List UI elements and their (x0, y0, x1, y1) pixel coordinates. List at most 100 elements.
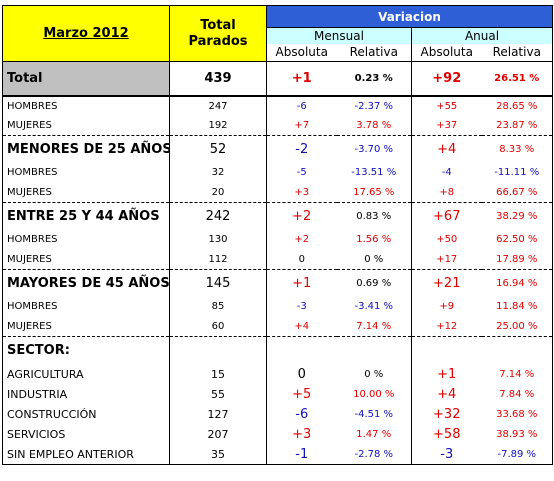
row-mensual-absoluta: -6 (266, 95, 337, 116)
row-label: AGRICULTURA (2, 364, 170, 385)
table-row: Total 439 +1 0.23 % +92 26.51 % (2, 61, 553, 97)
row-anual-absoluta: +12 (411, 316, 482, 337)
row-mensual-relativa: -13.51 % (351, 167, 397, 178)
table-row: MAYORES DE 45 AÑOS 145 +1 0.69 % +21 16.94 % (2, 269, 553, 297)
row-label: ENTRE 25 Y 44 AÑOS (2, 202, 170, 230)
row-total: 207 (169, 424, 267, 445)
row-label: HOMBRES (2, 162, 170, 183)
table-row: HOMBRES 130 +2 1.56 % +50 62.50 % (2, 229, 553, 250)
row-anual-absoluta: +92 (411, 61, 482, 97)
table-row: CONSTRUCCIÓN 127 -6 -4.51 % +32 33.68 % (2, 404, 553, 425)
row-anual-relativa: 11.84 % (481, 296, 553, 317)
row-total: 60 (169, 316, 267, 337)
table-row: HOMBRES 85 -3 -3.41 % +9 11.84 % (2, 296, 553, 317)
row-mensual-absoluta: +4 (266, 316, 337, 337)
row-mensual-absoluta: +3 (266, 182, 337, 203)
row-total (169, 336, 267, 365)
row-anual-relativa: 66.67 % (481, 182, 553, 203)
table-row: MUJERES 192 +7 3.78 % +37 23.87 % (2, 115, 553, 136)
row-anual-absoluta: +67 (411, 202, 482, 230)
row-anual-absoluta: -4 (411, 162, 482, 183)
row-anual-relativa: 38.29 % (481, 202, 553, 230)
row-mensual-absoluta: +5 (266, 384, 337, 405)
table-row: MUJERES 112 0 0 % +17 17.89 % (2, 249, 553, 270)
table-row: INDUSTRIA 55 +5 10.00 % +4 7.84 % (2, 384, 553, 405)
mensual-header: Mensual (266, 27, 412, 44)
row-anual-absoluta: +32 (411, 404, 482, 425)
row-mensual-relativa: -4.51 % (354, 409, 394, 420)
row-label: HOMBRES (2, 95, 170, 116)
anual-header: Anual (411, 27, 553, 44)
table-row: ENTRE 25 Y 44 AÑOS 242 +2 0.83 % +67 38.29 % (2, 202, 553, 230)
row-mensual-relativa: -2.37 % (354, 100, 394, 112)
row-anual-relativa: 62.50 % (481, 229, 553, 250)
row-anual-relativa: 38.93 % (481, 424, 553, 445)
total-parados-header: Total Parados (169, 5, 267, 62)
table-row: HOMBRES 247 -6 -2.37 % +55 28.65 % (2, 95, 553, 116)
row-anual-relativa: 17.89 % (481, 249, 553, 270)
row-anual-absoluta: +4 (411, 384, 482, 405)
row-anual-absoluta: +21 (411, 269, 482, 297)
row-anual-absoluta: +8 (411, 182, 482, 203)
row-label: CONSTRUCCIÓN (2, 404, 170, 425)
row-total: 145 (169, 269, 267, 297)
row-anual-absoluta: -3 (411, 444, 482, 465)
row-anual-relativa: -11.11 % (481, 162, 553, 183)
row-anual-relativa: 25.00 % (481, 316, 553, 337)
variacion-header: Variacion (266, 5, 553, 28)
row-anual-relativa: 28.65 % (481, 95, 553, 116)
table-row: MUJERES 20 +3 17.65 % +8 66.67 % (2, 182, 553, 203)
row-mensual-relativa (337, 337, 412, 365)
row-mensual-absoluta: +1 (266, 61, 337, 97)
row-anual-relativa: 7.14 % (481, 364, 553, 385)
row-label: SERVICIOS (2, 424, 170, 445)
row-mensual-relativa: 17.65 % (336, 182, 412, 203)
row-label: HOMBRES (2, 229, 170, 250)
row-mensual-relativa: 10.00 % (353, 389, 395, 400)
row-mensual-relativa: 0 % (364, 369, 384, 380)
mensual-relativa-header: Relativa (336, 43, 412, 62)
row-mensual-relativa: 1.47 % (356, 429, 392, 440)
row-anual-absoluta: +1 (411, 364, 482, 385)
row-anual-relativa: 7.84 % (481, 384, 553, 405)
row-mensual-absoluta: +7 (266, 115, 337, 136)
row-total: 32 (169, 162, 267, 183)
row-anual-absoluta (411, 336, 482, 365)
anual-absoluta-header: Absoluta (411, 43, 482, 62)
row-total: 192 (169, 115, 267, 136)
row-mensual-relativa: -2.78 % (336, 444, 412, 465)
period-title: Marzo 2012 (2, 5, 170, 62)
row-anual-relativa (481, 336, 553, 365)
row-total: 127 (169, 404, 267, 425)
row-total: 55 (169, 384, 267, 405)
row-mensual-relativa: -3.41 % (354, 301, 394, 312)
row-total: 85 (169, 296, 267, 317)
row-mensual-absoluta: -6 (266, 404, 337, 425)
row-anual-absoluta: +58 (411, 424, 482, 445)
row-anual-absoluta: +17 (411, 249, 482, 270)
row-mensual-absoluta (266, 336, 337, 365)
table-row: MENORES DE 25 AÑOS: 52 -2 -3.70 % +4 8.33 % (2, 135, 553, 163)
unemployment-table: Marzo 2012 Total Parados Variacion Mensu… (2, 5, 553, 465)
table-row: HOMBRES 32 -5 -13.51 % -4 -11.11 % (2, 162, 553, 183)
row-anual-relativa: -7.89 % (481, 444, 553, 465)
row-label: HOMBRES (2, 296, 170, 317)
row-label: MUJERES (2, 115, 170, 136)
row-mensual-relativa: 7.14 % (336, 316, 412, 337)
total-parados-label: Total Parados (188, 17, 248, 49)
row-anual-absoluta: +4 (411, 135, 482, 163)
row-mensual-relativa: 0.69 % (356, 277, 392, 289)
row-mensual-absoluta: +2 (266, 202, 337, 230)
row-label: Total (2, 61, 170, 97)
row-mensual-absoluta: -3 (266, 296, 337, 317)
row-total: 439 (169, 61, 267, 97)
row-mensual-absoluta: -1 (266, 444, 337, 465)
row-anual-relativa: 16.94 % (481, 269, 553, 297)
row-mensual-absoluta: 0 (266, 364, 337, 385)
row-mensual-absoluta: -5 (266, 162, 337, 183)
row-anual-relativa: 26.51 % (481, 61, 553, 97)
row-mensual-relativa: 0.83 % (356, 210, 392, 222)
row-mensual-relativa: 0 % (336, 249, 412, 270)
row-mensual-relativa: 0.23 % (336, 61, 412, 97)
row-total: 247 (169, 95, 267, 116)
